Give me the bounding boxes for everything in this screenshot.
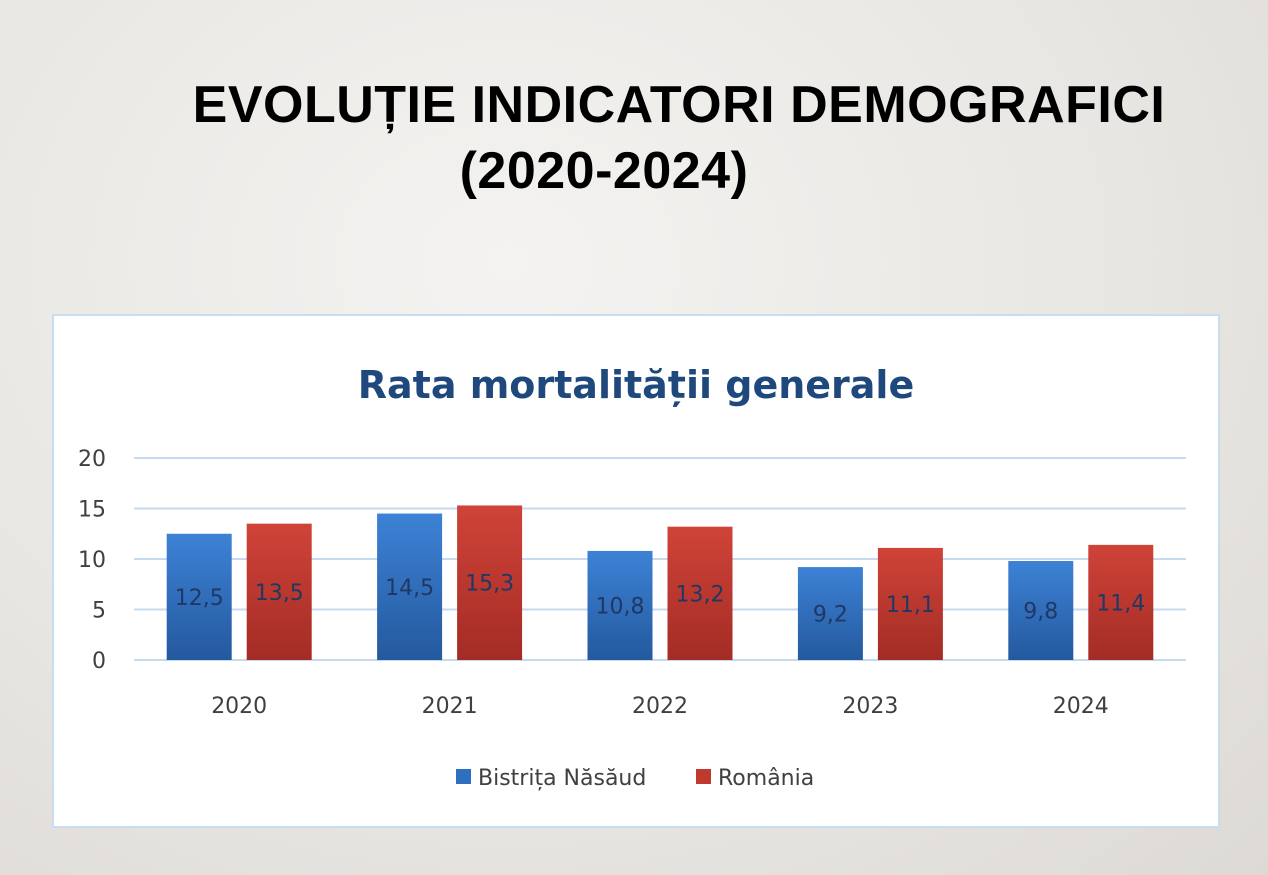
bar-romania	[667, 526, 733, 660]
bar-bistrita-nasaud	[587, 550, 653, 660]
slide-title: EVOLUȚIE INDICATORI DEMOGRAFICI (2020-20…	[0, 72, 1268, 204]
slide-title-line2: (2020-2024)	[459, 142, 749, 200]
x-tick-label: 2022	[632, 694, 688, 719]
data-label: 12,5	[175, 586, 224, 611]
bar-bistrita-nasaud	[797, 567, 863, 660]
data-label: 13,5	[255, 581, 304, 606]
y-tick-label: 20	[78, 447, 106, 472]
x-tick-label: 2020	[211, 694, 267, 719]
chart-bars	[166, 505, 1154, 660]
data-label: 10,8	[596, 594, 645, 619]
data-label: 11,1	[886, 593, 935, 618]
x-tick-label: 2021	[422, 694, 478, 719]
y-tick-label: 5	[92, 599, 106, 624]
data-labels: 12,5 13,5 14,5 15,3 10,8 13,2 9,2 11,1 9,8 11,4	[175, 572, 1146, 628]
data-label: 9,2	[813, 603, 848, 628]
data-label: 15,3	[465, 572, 514, 597]
y-tick-label: 10	[78, 548, 106, 573]
mortality-bar-chart: Rata mortalității generale 0 5 10 15 20 12,5…	[78, 363, 1186, 791]
slide-title-line1: EVOLUȚIE INDICATORI DEMOGRAFICI	[192, 76, 1166, 134]
y-tick-label: 15	[78, 498, 106, 523]
data-label: 11,4	[1096, 591, 1145, 616]
bar-romania	[457, 505, 523, 660]
legend-label: Bistrița Năsăud	[478, 766, 646, 791]
chart-title: Rata mortalității generale	[358, 363, 914, 407]
bar-romania	[1088, 544, 1154, 660]
bar-bistrita-nasaud	[166, 533, 232, 660]
bar-romania	[877, 547, 943, 660]
legend-swatch	[696, 769, 711, 784]
chart-legend: Bistrița Năsăud România	[456, 766, 814, 791]
bar-bistrita-nasaud	[377, 513, 443, 660]
x-axis-ticks: 2020 2021 2022 2023 2024	[211, 694, 1109, 719]
chart-card: Rata mortalității generale 0 5 10 15 20 12,5…	[52, 314, 1220, 828]
legend-label: România	[718, 766, 814, 791]
y-tick-label: 0	[92, 649, 106, 674]
data-label: 9,8	[1023, 600, 1058, 625]
data-label: 13,2	[676, 582, 725, 607]
data-label: 14,5	[385, 576, 434, 601]
legend-swatch	[456, 769, 471, 784]
y-axis-ticks: 0 5 10 15 20	[78, 447, 106, 674]
bar-romania	[246, 523, 312, 660]
x-tick-label: 2023	[842, 694, 898, 719]
bar-bistrita-nasaud	[1008, 561, 1074, 660]
x-tick-label: 2024	[1053, 694, 1109, 719]
